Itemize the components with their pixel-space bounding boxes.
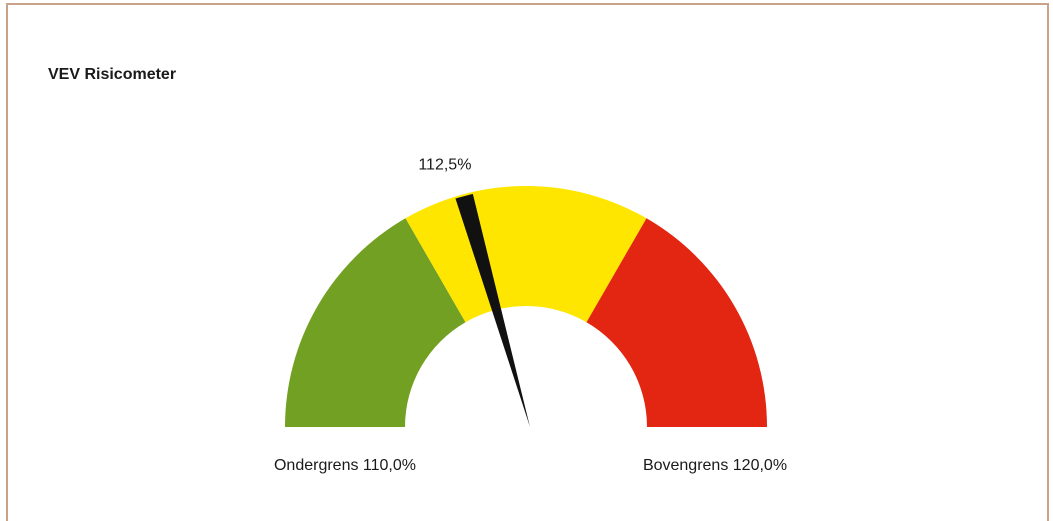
gauge-band [285,218,466,427]
value-label: 112,5% [418,156,471,173]
chart-title: VEV Risicometer [48,66,176,83]
panel-border [6,3,1049,521]
gauge-band [586,218,767,427]
threshold-label: Ondergrens 110,0% [274,457,416,474]
threshold-label: Bovengrens 120,0% [643,457,787,474]
needle [455,193,530,427]
